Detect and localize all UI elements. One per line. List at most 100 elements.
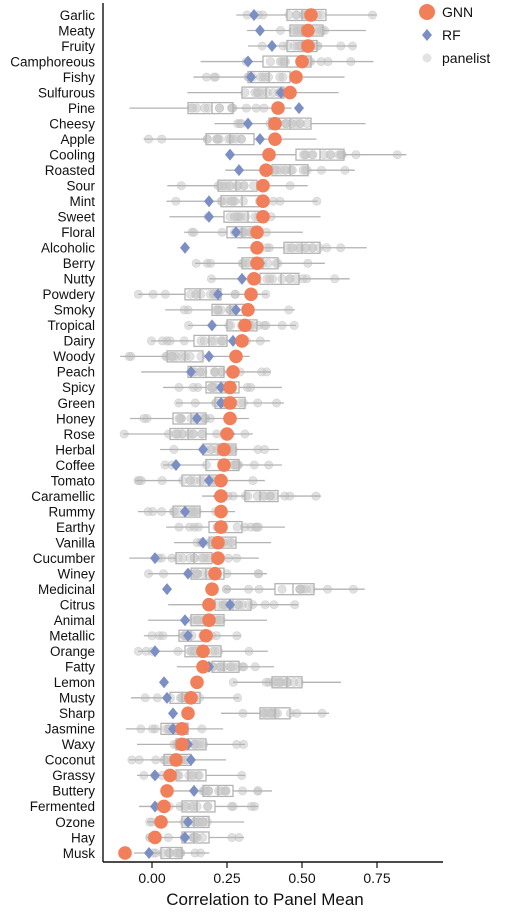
gnn-point — [163, 768, 177, 783]
gnn-point — [271, 101, 285, 115]
panelist-dot — [228, 662, 238, 672]
box-iqr — [244, 489, 279, 503]
gnn-point — [205, 582, 219, 596]
gnn-point — [268, 132, 282, 146]
panelist-dot — [203, 801, 213, 811]
box-iqr — [208, 520, 243, 534]
category-label: Fermented — [30, 799, 95, 814]
panelist-dot — [265, 57, 275, 67]
rf-point — [198, 443, 208, 456]
gnn-point — [175, 737, 189, 752]
panelist-dot — [198, 817, 208, 827]
panelist-dot — [210, 367, 220, 377]
category-label: Woody — [53, 349, 95, 364]
gnn-point — [217, 442, 231, 457]
category-label: Grassy — [52, 768, 95, 783]
panelist-dot — [172, 429, 182, 439]
panelist-dot — [239, 181, 249, 191]
box-iqr — [160, 846, 183, 860]
category-label: Winey — [57, 566, 95, 581]
gnn-point — [283, 85, 297, 100]
legend-gnn-marker — [419, 4, 435, 20]
rf-point — [159, 676, 169, 689]
panelist-dot — [213, 305, 223, 315]
category-label: Fatty — [65, 660, 95, 675]
legend-panelist-marker — [422, 53, 432, 63]
category-label: Meaty — [58, 23, 95, 38]
gnn-point — [256, 209, 270, 224]
rf-point — [216, 381, 226, 394]
panelist-dot — [293, 41, 303, 51]
x-tick-label: 0.50 — [288, 870, 315, 886]
panelist-dot — [295, 119, 305, 129]
rf-point — [168, 722, 178, 735]
panelist-dot — [196, 289, 206, 299]
gnn-point — [295, 54, 309, 69]
category-label: Dairy — [63, 334, 95, 349]
panelist-dot — [188, 801, 198, 811]
category-label: Waxy — [62, 737, 95, 752]
gnn-point — [214, 489, 228, 503]
box-iqr — [181, 800, 216, 813]
category-label: Fishy — [63, 70, 96, 85]
panelist-dot — [280, 165, 290, 175]
panelist-dot — [260, 72, 270, 82]
rf-point — [180, 614, 190, 627]
gnn-layer — [118, 8, 318, 860]
gnn-point — [160, 784, 174, 798]
category-label: Jasmine — [45, 722, 95, 737]
legend-rf-marker — [422, 29, 432, 41]
gnn-point — [256, 194, 270, 209]
category-label: Floral — [61, 225, 95, 240]
category-label: Powdery — [42, 287, 95, 302]
rf-point — [225, 148, 235, 161]
panelist-dot — [166, 351, 176, 361]
box-iqr — [172, 505, 201, 518]
category-label: Smoky — [54, 303, 96, 318]
gnn-point — [181, 706, 195, 721]
rf-point — [198, 536, 208, 549]
gnn-point — [157, 799, 171, 814]
rf-point — [180, 831, 190, 844]
panelist-dot — [227, 196, 237, 206]
panelist-dot — [185, 289, 195, 299]
rf-point — [276, 86, 286, 99]
rf-point — [207, 319, 217, 332]
rf-point — [144, 847, 154, 859]
gnn-point — [184, 691, 198, 705]
category-label: Citrus — [60, 598, 96, 613]
rf-point — [234, 164, 244, 177]
legend-label: RF — [442, 27, 461, 43]
category-label: Tropical — [47, 318, 95, 333]
gnn-point — [118, 846, 132, 860]
gnn-point — [214, 473, 228, 488]
rf-point — [189, 784, 199, 797]
category-label: Orange — [50, 644, 95, 659]
rf-point — [249, 9, 259, 21]
panelist-dot — [277, 584, 287, 594]
panelist-dot — [265, 274, 275, 284]
gnn-point — [169, 753, 183, 767]
gnn-point — [235, 334, 249, 348]
rf-point — [255, 24, 265, 37]
rf-point — [171, 459, 181, 472]
panelist-dot — [212, 134, 222, 144]
rf-point — [204, 210, 214, 223]
panelist-dot — [210, 336, 220, 346]
category-label: Sour — [66, 179, 95, 194]
category-label: Animal — [54, 613, 95, 628]
category-label: Coffee — [55, 458, 95, 473]
rf-point — [192, 412, 202, 425]
gnn-point — [301, 39, 315, 53]
rf-point — [180, 505, 190, 518]
gnn-point — [268, 116, 282, 131]
category-label: Alcoholic — [41, 241, 95, 256]
rf-point — [180, 241, 190, 254]
category-label: Garlic — [60, 8, 96, 23]
x-tick-label: 0.25 — [213, 870, 240, 886]
panelist-dot — [280, 57, 290, 67]
gnn-point — [154, 815, 168, 829]
gnn-point — [250, 256, 264, 271]
category-label: Herbal — [55, 442, 95, 457]
